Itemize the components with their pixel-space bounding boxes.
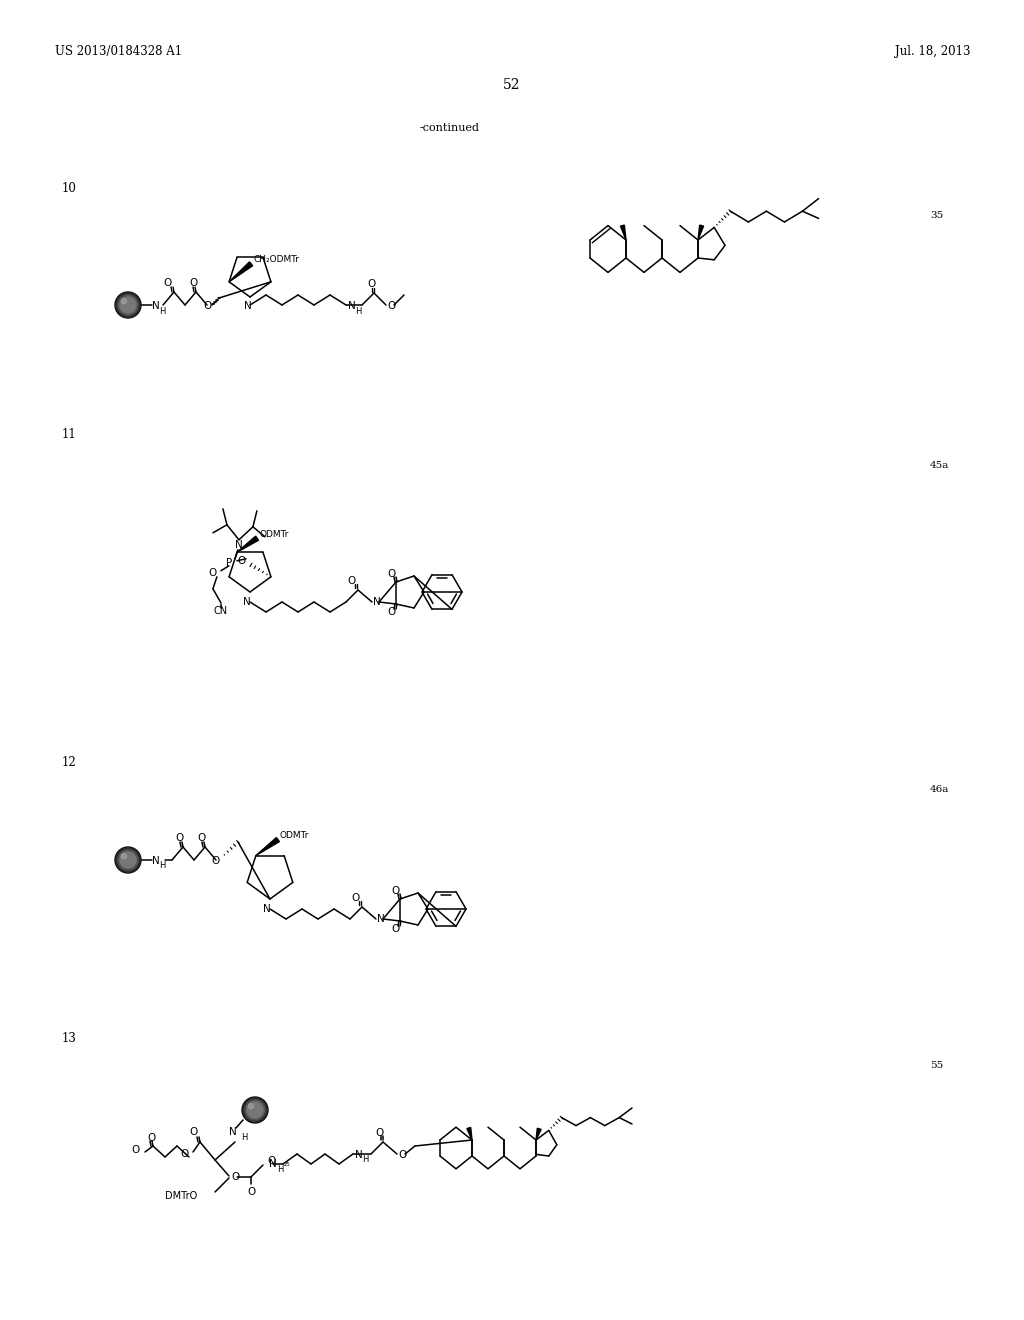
Circle shape [118,850,138,870]
Circle shape [121,297,135,313]
Polygon shape [467,1127,472,1140]
Text: O: O [352,894,360,903]
Circle shape [117,294,139,317]
Circle shape [116,293,140,317]
Circle shape [121,298,126,304]
Text: N: N [243,597,251,607]
Text: 45a: 45a [930,461,949,470]
Text: O: O [267,1156,275,1166]
Text: 52: 52 [503,78,521,92]
Circle shape [243,1098,267,1122]
Text: US 2013/0184328 A1: US 2013/0184328 A1 [55,45,182,58]
Circle shape [121,853,135,867]
Text: O: O [212,855,220,866]
Polygon shape [536,1129,541,1140]
Text: 12: 12 [62,755,77,768]
Circle shape [242,1097,268,1123]
Text: H: H [159,306,165,315]
Circle shape [245,1100,265,1121]
Text: ₂₅: ₂₅ [284,1159,291,1167]
Text: P: P [226,558,232,568]
Text: 46a: 46a [930,785,949,795]
Text: H: H [362,1155,369,1164]
Text: DMTrO: DMTrO [165,1191,197,1201]
Text: O: O [198,833,206,843]
Text: O: O [132,1144,140,1155]
Text: -continued: -continued [420,123,480,133]
Text: H: H [241,1133,248,1142]
Text: N: N [355,1150,362,1160]
Text: N: N [348,301,355,312]
Text: N: N [269,1159,276,1170]
Circle shape [119,850,137,870]
Circle shape [115,847,141,873]
Text: O: O [189,279,198,288]
Text: N: N [152,301,160,312]
Text: N: N [377,913,385,924]
Text: N: N [236,540,243,550]
Text: 35: 35 [930,210,943,219]
Circle shape [115,292,141,318]
Text: N: N [263,904,271,913]
Text: O: O [164,279,172,288]
Circle shape [246,1101,264,1119]
Text: O: O [238,556,246,566]
Text: O: O [231,1172,240,1181]
Text: 10: 10 [62,181,77,194]
Text: O: O [188,1127,198,1137]
Circle shape [119,296,137,314]
Text: O: O [146,1133,155,1143]
Text: H: H [159,862,165,870]
Polygon shape [238,536,258,552]
Text: O: O [247,1187,255,1197]
Text: N: N [229,1127,237,1137]
Text: ODMTr: ODMTr [280,832,309,840]
Text: N: N [373,597,381,607]
Polygon shape [698,226,703,240]
Text: O: O [387,569,395,579]
Circle shape [121,854,126,859]
Text: O: O [368,279,376,289]
Polygon shape [621,226,626,240]
Text: H: H [278,1164,284,1173]
Circle shape [120,297,136,313]
Circle shape [118,294,138,315]
Text: O: O [203,301,211,312]
Text: O: O [175,833,183,843]
Text: N: N [244,301,252,312]
Text: O: O [391,924,399,935]
Text: 13: 13 [62,1031,77,1044]
Text: O: O [387,607,395,616]
Text: ODMTr: ODMTr [259,529,289,539]
Text: O: O [348,576,356,586]
Polygon shape [256,838,280,855]
Text: Jul. 18, 2013: Jul. 18, 2013 [895,45,970,58]
Text: N: N [152,855,160,866]
Text: O: O [375,1129,383,1138]
Text: O: O [398,1150,407,1160]
Circle shape [117,849,139,871]
Text: O: O [387,301,395,312]
Circle shape [248,1102,262,1118]
Text: O: O [391,886,399,896]
Circle shape [120,851,136,869]
Text: O: O [209,568,217,578]
Circle shape [248,1104,254,1109]
Circle shape [244,1098,266,1121]
Text: H: H [355,306,361,315]
Text: 55: 55 [930,1060,943,1069]
Circle shape [116,847,140,873]
Text: O: O [181,1148,189,1159]
Text: CH₂ODMTr: CH₂ODMTr [253,255,299,264]
Text: CN: CN [214,606,228,616]
Circle shape [247,1102,263,1118]
Text: 11: 11 [62,429,77,441]
Polygon shape [229,261,253,281]
